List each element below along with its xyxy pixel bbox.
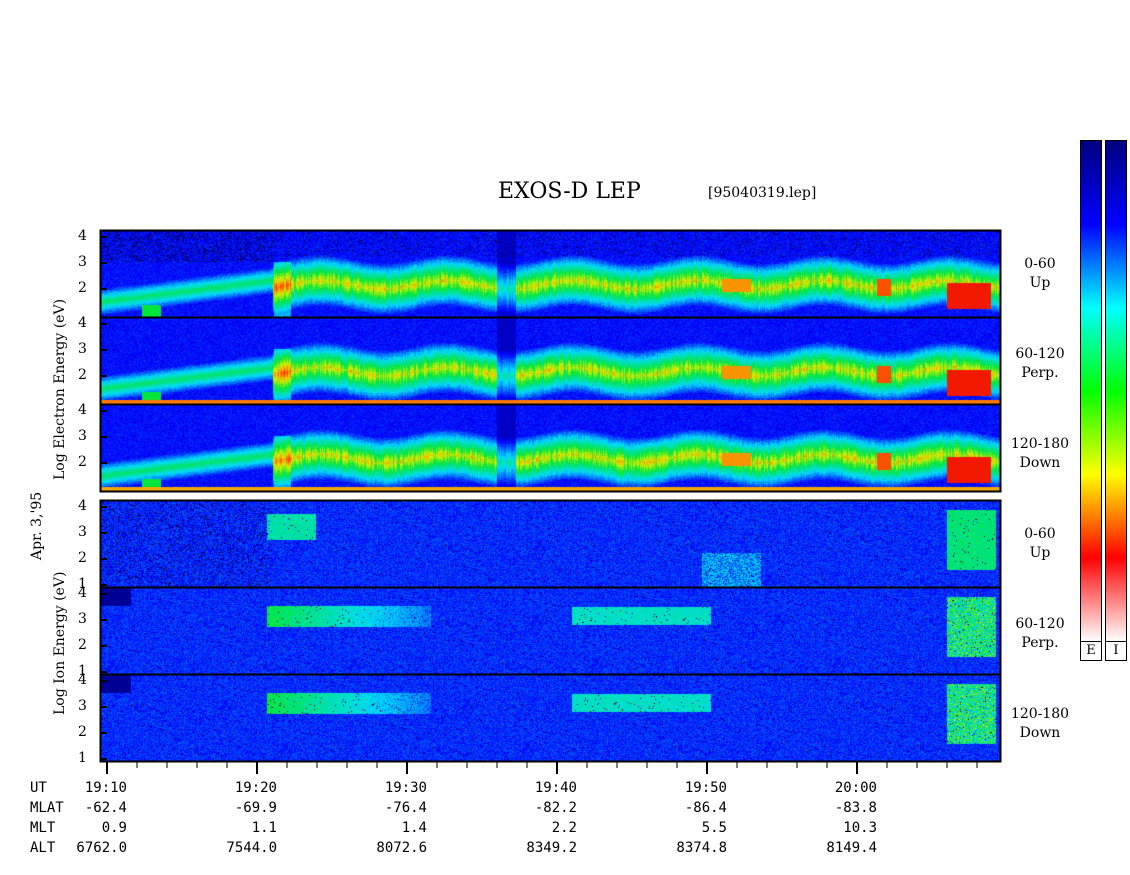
ephemeris-value: 10.3 bbox=[843, 820, 877, 836]
y-tick-label: 4 bbox=[78, 498, 87, 514]
ephemeris-value: 6762.0 bbox=[76, 840, 127, 856]
ephemeris-value: 1.1 bbox=[251, 820, 277, 836]
ephemeris-row-name: UT bbox=[30, 780, 47, 796]
ephemeris-value: 1.4 bbox=[401, 820, 427, 836]
panel-label-ion-down: 120-180 Down bbox=[1010, 706, 1070, 741]
date-label: Apr. 3,'95 bbox=[29, 491, 45, 560]
y-tick-label: 3 bbox=[78, 428, 87, 444]
y-tick-label: 4 bbox=[78, 315, 87, 331]
ephemeris-row-name: MLAT bbox=[30, 800, 64, 816]
spectrogram-electron-down bbox=[101, 405, 1000, 491]
ephemeris-value: -76.4 bbox=[384, 800, 427, 816]
spectrogram-ion-up bbox=[101, 501, 1000, 587]
ephemeris-value: 2.2 bbox=[551, 820, 577, 836]
y-tick-label: 4 bbox=[78, 672, 87, 688]
ephemeris-row-name: ALT bbox=[30, 840, 56, 856]
ephemeris-value: 19:20 bbox=[234, 780, 277, 796]
y-tick-label: 2 bbox=[78, 367, 87, 383]
panel-label-electron-up: 0-60 Up bbox=[1024, 256, 1056, 291]
y-tick-label: 3 bbox=[78, 341, 87, 357]
y-tick-label: 2 bbox=[78, 280, 87, 296]
ephemeris-value: 19:10 bbox=[84, 780, 127, 796]
y-tick-label: 2 bbox=[78, 724, 87, 740]
ephemeris-value: -83.8 bbox=[834, 800, 877, 816]
ephemeris-value: 8149.4 bbox=[826, 840, 877, 856]
panel-label-electron-down: 120-180 Down bbox=[1010, 436, 1070, 471]
y-tick-label: 2 bbox=[78, 550, 87, 566]
y-tick-label: 4 bbox=[78, 402, 87, 418]
ephemeris-value: -69.9 bbox=[234, 800, 277, 816]
ephemeris-row-name: MLT bbox=[30, 820, 56, 836]
y-tick-label: 4 bbox=[78, 228, 87, 244]
y-tick-label: 3 bbox=[78, 698, 87, 714]
ephemeris-value: 0.9 bbox=[101, 820, 127, 836]
electron-axis-label: Log Electron Energy (eV) bbox=[52, 298, 68, 480]
y-tick-label: 3 bbox=[78, 254, 87, 270]
colorbar-ion bbox=[1105, 140, 1127, 642]
ephemeris-value: -86.4 bbox=[684, 800, 727, 816]
ephemeris-value: 8349.2 bbox=[526, 840, 577, 856]
y-tick-label: 4 bbox=[78, 585, 87, 601]
ephemeris-value: -62.4 bbox=[84, 800, 127, 816]
spectrogram-ion-down bbox=[101, 675, 1000, 761]
ephemeris-value: 8374.8 bbox=[676, 840, 727, 856]
colorbar-label-e: E bbox=[1080, 641, 1102, 661]
y-tick-label: 1 bbox=[78, 750, 87, 766]
y-tick-label: 3 bbox=[78, 524, 87, 540]
spectrogram-electron-perp bbox=[101, 318, 1000, 404]
panel-label-ion-up: 0-60 Up bbox=[1024, 526, 1056, 561]
y-tick-label: 1 bbox=[78, 576, 87, 592]
ephemeris-value: 8072.6 bbox=[376, 840, 427, 856]
ephemeris-value: 19:50 bbox=[684, 780, 727, 796]
y-tick-label: 3 bbox=[78, 611, 87, 627]
spectrogram-electron-up bbox=[101, 231, 1000, 317]
ephemeris-value: 5.5 bbox=[701, 820, 727, 836]
x-axis-ticks bbox=[106, 762, 978, 774]
colorbar-electron bbox=[1080, 140, 1102, 642]
colorbar-label-i: I bbox=[1105, 641, 1127, 661]
y-tick-label: 2 bbox=[78, 454, 87, 470]
ion-axis-label: Log Ion Energy (eV) bbox=[52, 571, 68, 715]
panel-label-ion-perp: 60-120 Perp. bbox=[1015, 616, 1065, 651]
ephemeris-value: 19:30 bbox=[384, 780, 427, 796]
ephemeris-value: -82.2 bbox=[534, 800, 577, 816]
ephemeris-value: 19:40 bbox=[534, 780, 577, 796]
chart-title: EXOS-D LEP bbox=[498, 179, 641, 204]
y-tick-label: 2 bbox=[78, 637, 87, 653]
file-name: [95040319.lep] bbox=[708, 185, 817, 201]
ephemeris-value: 20:00 bbox=[834, 780, 877, 796]
panel-label-electron-perp: 60-120 Perp. bbox=[1015, 346, 1065, 381]
y-tick-label: 1 bbox=[78, 663, 87, 679]
spectrogram-ion-perp bbox=[101, 588, 1000, 674]
ephemeris-value: 7544.0 bbox=[226, 840, 277, 856]
